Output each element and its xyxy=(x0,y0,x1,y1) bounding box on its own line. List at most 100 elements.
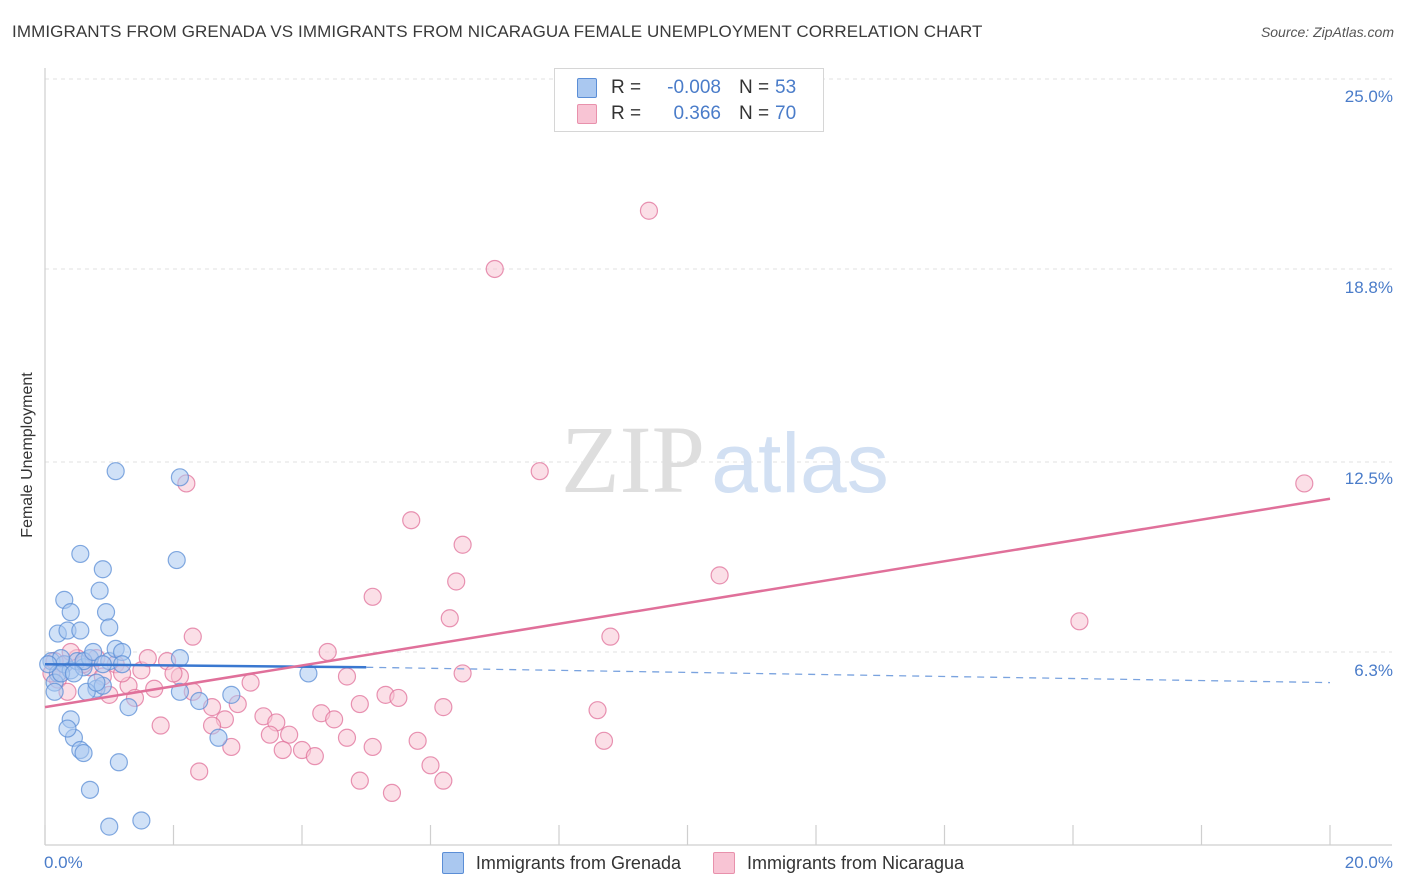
r-value: -0.008 xyxy=(667,77,721,98)
point-grenada xyxy=(64,664,84,683)
point-grenada xyxy=(170,682,190,701)
point-grenada xyxy=(93,560,112,579)
r-label: R = xyxy=(611,103,642,124)
legend: Immigrants from Grenada Immigrants from … xyxy=(0,852,1406,874)
point-nicaragua xyxy=(710,566,729,585)
n-label: N = xyxy=(739,77,770,98)
point-nicaragua xyxy=(273,740,292,760)
r-label: R = xyxy=(611,77,642,98)
point-nicaragua xyxy=(190,762,209,781)
point-nicaragua xyxy=(337,728,357,747)
point-nicaragua xyxy=(325,710,344,729)
point-grenada xyxy=(119,698,138,717)
point-grenada xyxy=(222,685,241,704)
n-label: N = xyxy=(739,103,770,124)
x-tick-label-max: 20.0% xyxy=(1344,853,1393,872)
point-nicaragua xyxy=(350,694,369,714)
point-nicaragua xyxy=(530,462,549,481)
point-grenada xyxy=(71,544,90,564)
point-nicaragua xyxy=(1070,612,1089,631)
point-nicaragua xyxy=(601,627,620,646)
point-nicaragua xyxy=(183,627,202,646)
trend-lines xyxy=(44,497,1331,709)
point-grenada xyxy=(80,780,100,799)
point-nicaragua xyxy=(408,731,427,750)
chart-title: IMMIGRANTS FROM GRENADA VS IMMIGRANTS FR… xyxy=(12,22,983,41)
point-nicaragua xyxy=(350,771,369,790)
point-grenada xyxy=(109,753,128,772)
point-nicaragua xyxy=(382,783,402,803)
point-nicaragua xyxy=(363,587,382,606)
point-grenada xyxy=(96,603,116,622)
point-nicaragua xyxy=(151,716,170,735)
n-value: 53 xyxy=(775,77,797,98)
point-grenada xyxy=(170,468,190,487)
point-nicaragua xyxy=(440,609,459,628)
point-nicaragua xyxy=(389,688,408,708)
point-grenada xyxy=(190,691,209,711)
point-nicaragua xyxy=(222,737,241,757)
point-nicaragua xyxy=(337,667,357,686)
point-nicaragua xyxy=(363,737,382,757)
stat-row-nicaragua: R = 0.366 N = 70 xyxy=(577,102,796,126)
point-nicaragua xyxy=(453,535,472,554)
point-grenada xyxy=(58,719,77,738)
point-nicaragua xyxy=(280,725,299,744)
r-value: 0.366 xyxy=(673,103,721,124)
point-grenada xyxy=(45,682,64,701)
trend-line-grenada-projection xyxy=(366,666,1331,684)
point-nicaragua xyxy=(639,201,659,220)
point-nicaragua xyxy=(318,642,337,662)
point-nicaragua xyxy=(164,664,183,683)
x-tick-label-min: 0.0% xyxy=(44,853,83,872)
point-nicaragua xyxy=(260,725,279,744)
legend-item-nicaragua[interactable]: Immigrants from Nicaragua xyxy=(713,852,964,874)
point-grenada xyxy=(87,673,106,692)
y-tick-label: 6.3% xyxy=(1354,661,1393,680)
point-grenada xyxy=(170,648,190,668)
y-tick-label: 25.0% xyxy=(1344,87,1393,106)
point-nicaragua xyxy=(402,511,421,530)
point-grenada xyxy=(167,550,186,570)
watermark-atlas: atlas xyxy=(711,416,888,510)
point-grenada xyxy=(61,603,80,622)
axes xyxy=(44,68,1392,846)
swatch-grenada xyxy=(577,78,597,98)
trend-line-grenada xyxy=(44,662,367,669)
legend-label-grenada: Immigrants from Grenada xyxy=(475,852,681,873)
legend-swatch-grenada xyxy=(441,852,464,874)
grid-lines xyxy=(45,78,1392,653)
watermark-zip: ZIP xyxy=(561,406,705,513)
n-value: 70 xyxy=(775,103,797,124)
y-tick-label: 18.8% xyxy=(1344,278,1393,297)
series-grenada xyxy=(39,462,318,836)
point-nicaragua xyxy=(485,259,504,279)
point-nicaragua xyxy=(241,673,260,692)
y-tick-label: 12.5% xyxy=(1344,469,1393,488)
correlation-stats-box: R = -0.008 N = 53 R = 0.366 N = 70 xyxy=(554,68,824,132)
point-nicaragua xyxy=(588,701,607,720)
point-grenada xyxy=(209,728,228,747)
point-nicaragua xyxy=(305,747,324,766)
point-nicaragua xyxy=(138,648,157,668)
point-nicaragua xyxy=(594,731,614,750)
point-nicaragua xyxy=(434,698,453,717)
stat-row-grenada: R = -0.008 N = 53 xyxy=(577,76,796,100)
point-nicaragua xyxy=(1295,474,1314,493)
point-grenada xyxy=(84,642,103,662)
legend-item-grenada[interactable]: Immigrants from Grenada xyxy=(441,852,681,874)
point-grenada xyxy=(106,462,125,481)
swatch-nicaragua xyxy=(577,104,597,124)
legend-label-nicaragua: Immigrants from Nicaragua xyxy=(747,852,965,873)
point-grenada xyxy=(74,743,93,763)
point-nicaragua xyxy=(421,756,440,775)
point-grenada xyxy=(100,817,119,836)
point-grenada xyxy=(100,618,119,637)
trend-line-nicaragua xyxy=(44,497,1331,709)
legend-swatch-nicaragua xyxy=(713,852,735,874)
point-nicaragua xyxy=(453,664,472,683)
y-axis-label: Female Unemployment xyxy=(19,372,36,538)
point-grenada xyxy=(71,621,90,640)
point-nicaragua xyxy=(434,771,453,790)
